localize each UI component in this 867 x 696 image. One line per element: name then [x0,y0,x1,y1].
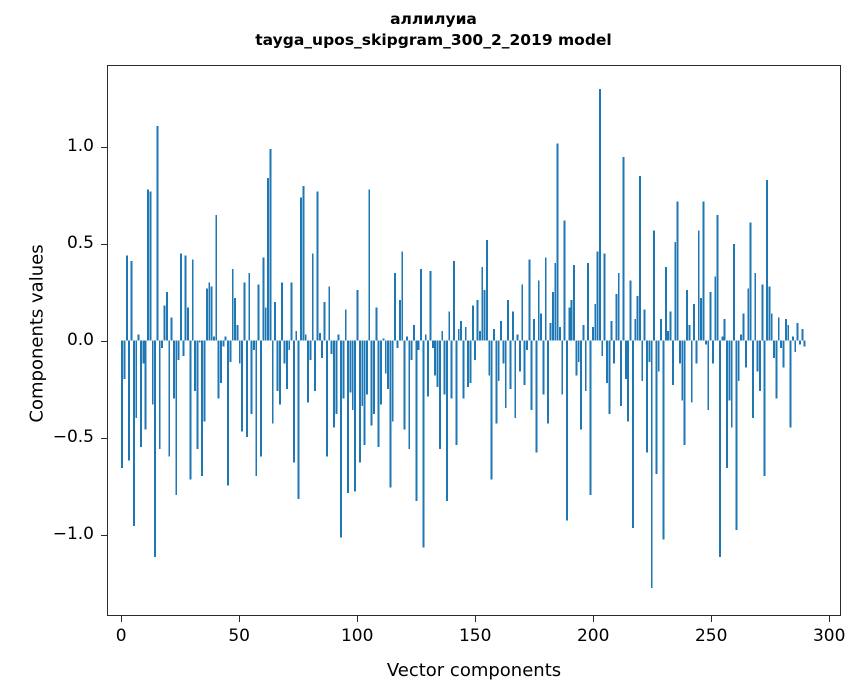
y-tick-mark [101,340,107,342]
chart-title-line-1: аллилуиа [390,10,477,28]
y-tick-label: 0.5 [66,232,94,253]
y-tick-label: 1.0 [66,135,94,156]
y-tick-mark [101,146,107,148]
x-tick-label: 0 [115,626,127,646]
x-tick-label: 100 [340,626,374,646]
chart-title: аллилуиа tayga_upos_skipgram_300_2_2019 … [0,9,867,51]
x-tick-mark [239,616,241,622]
y-tick-mark [101,243,107,245]
x-tick-label: 50 [228,626,250,646]
x-tick-mark [829,616,831,622]
x-tick-label: 200 [576,626,610,646]
x-tick-mark [357,616,359,622]
x-axis-label: Vector components [386,660,562,681]
x-tick-label: 250 [694,626,728,646]
plot-area [107,65,841,616]
y-tick-label: 0.0 [66,329,94,350]
bar-series [121,89,806,588]
x-tick-mark [711,616,713,622]
y-tick-label: −1.0 [52,523,94,544]
chart-title-line-2: tayga_upos_skipgram_300_2_2019 model [255,31,612,49]
y-tick-mark [101,534,107,536]
y-axis-label: Components values [26,244,48,423]
y-tick-label: −0.5 [52,426,94,447]
x-tick-mark [475,616,477,622]
x-tick-label: 150 [458,626,492,646]
x-tick-label: 300 [812,626,846,646]
y-tick-mark [101,437,107,439]
x-tick-mark [121,616,123,622]
x-tick-mark [593,616,595,622]
